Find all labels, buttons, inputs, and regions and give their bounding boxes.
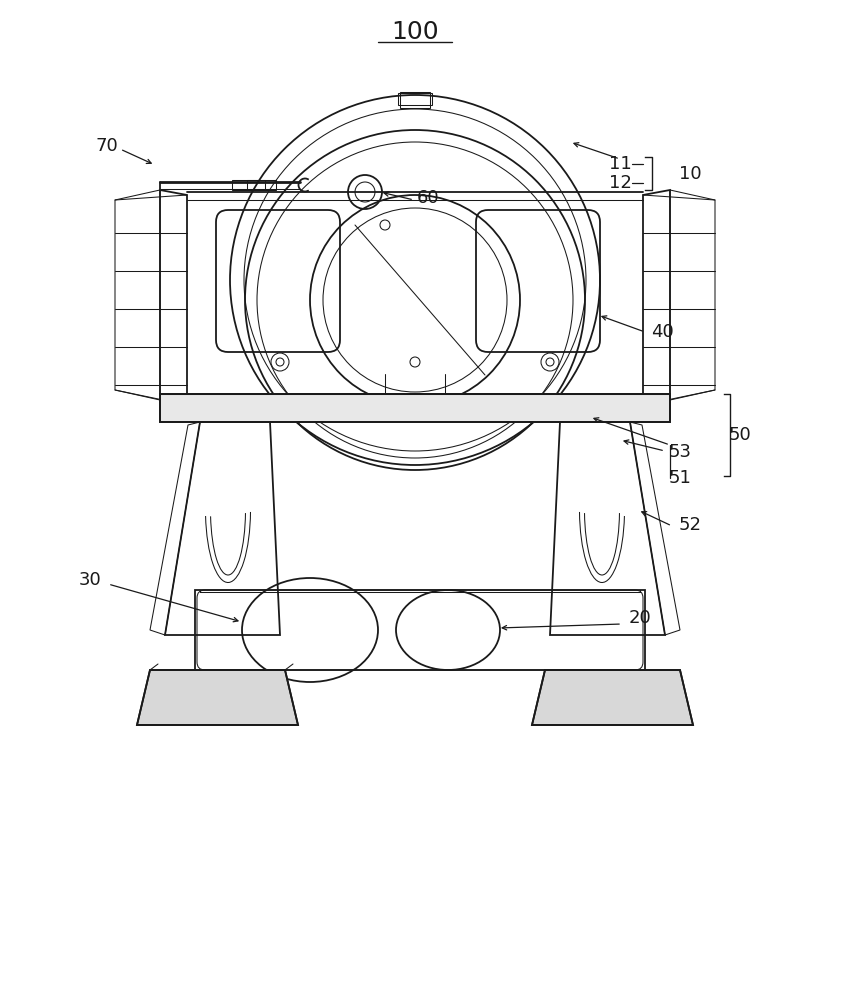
Text: 12: 12	[608, 174, 630, 192]
Text: 50: 50	[728, 426, 750, 444]
Bar	[398, 93, 431, 105]
Text: 30: 30	[78, 571, 101, 589]
Bar	[195, 590, 644, 670]
Bar	[160, 394, 669, 422]
Text: 100: 100	[391, 20, 438, 44]
Bar	[160, 394, 669, 422]
Bar	[399, 92, 430, 108]
Polygon shape	[137, 670, 298, 725]
Text: 40: 40	[650, 323, 673, 341]
Text: 51: 51	[668, 469, 690, 487]
Text: 10: 10	[678, 165, 701, 183]
Polygon shape	[532, 670, 692, 725]
Text: 52: 52	[678, 516, 701, 534]
Text: 53: 53	[668, 443, 690, 461]
Bar	[246, 180, 265, 190]
Text: 20: 20	[628, 609, 651, 627]
Text: 11: 11	[608, 155, 630, 173]
Bar	[232, 180, 276, 190]
Text: 60: 60	[416, 189, 439, 207]
Text: 70: 70	[95, 137, 118, 155]
